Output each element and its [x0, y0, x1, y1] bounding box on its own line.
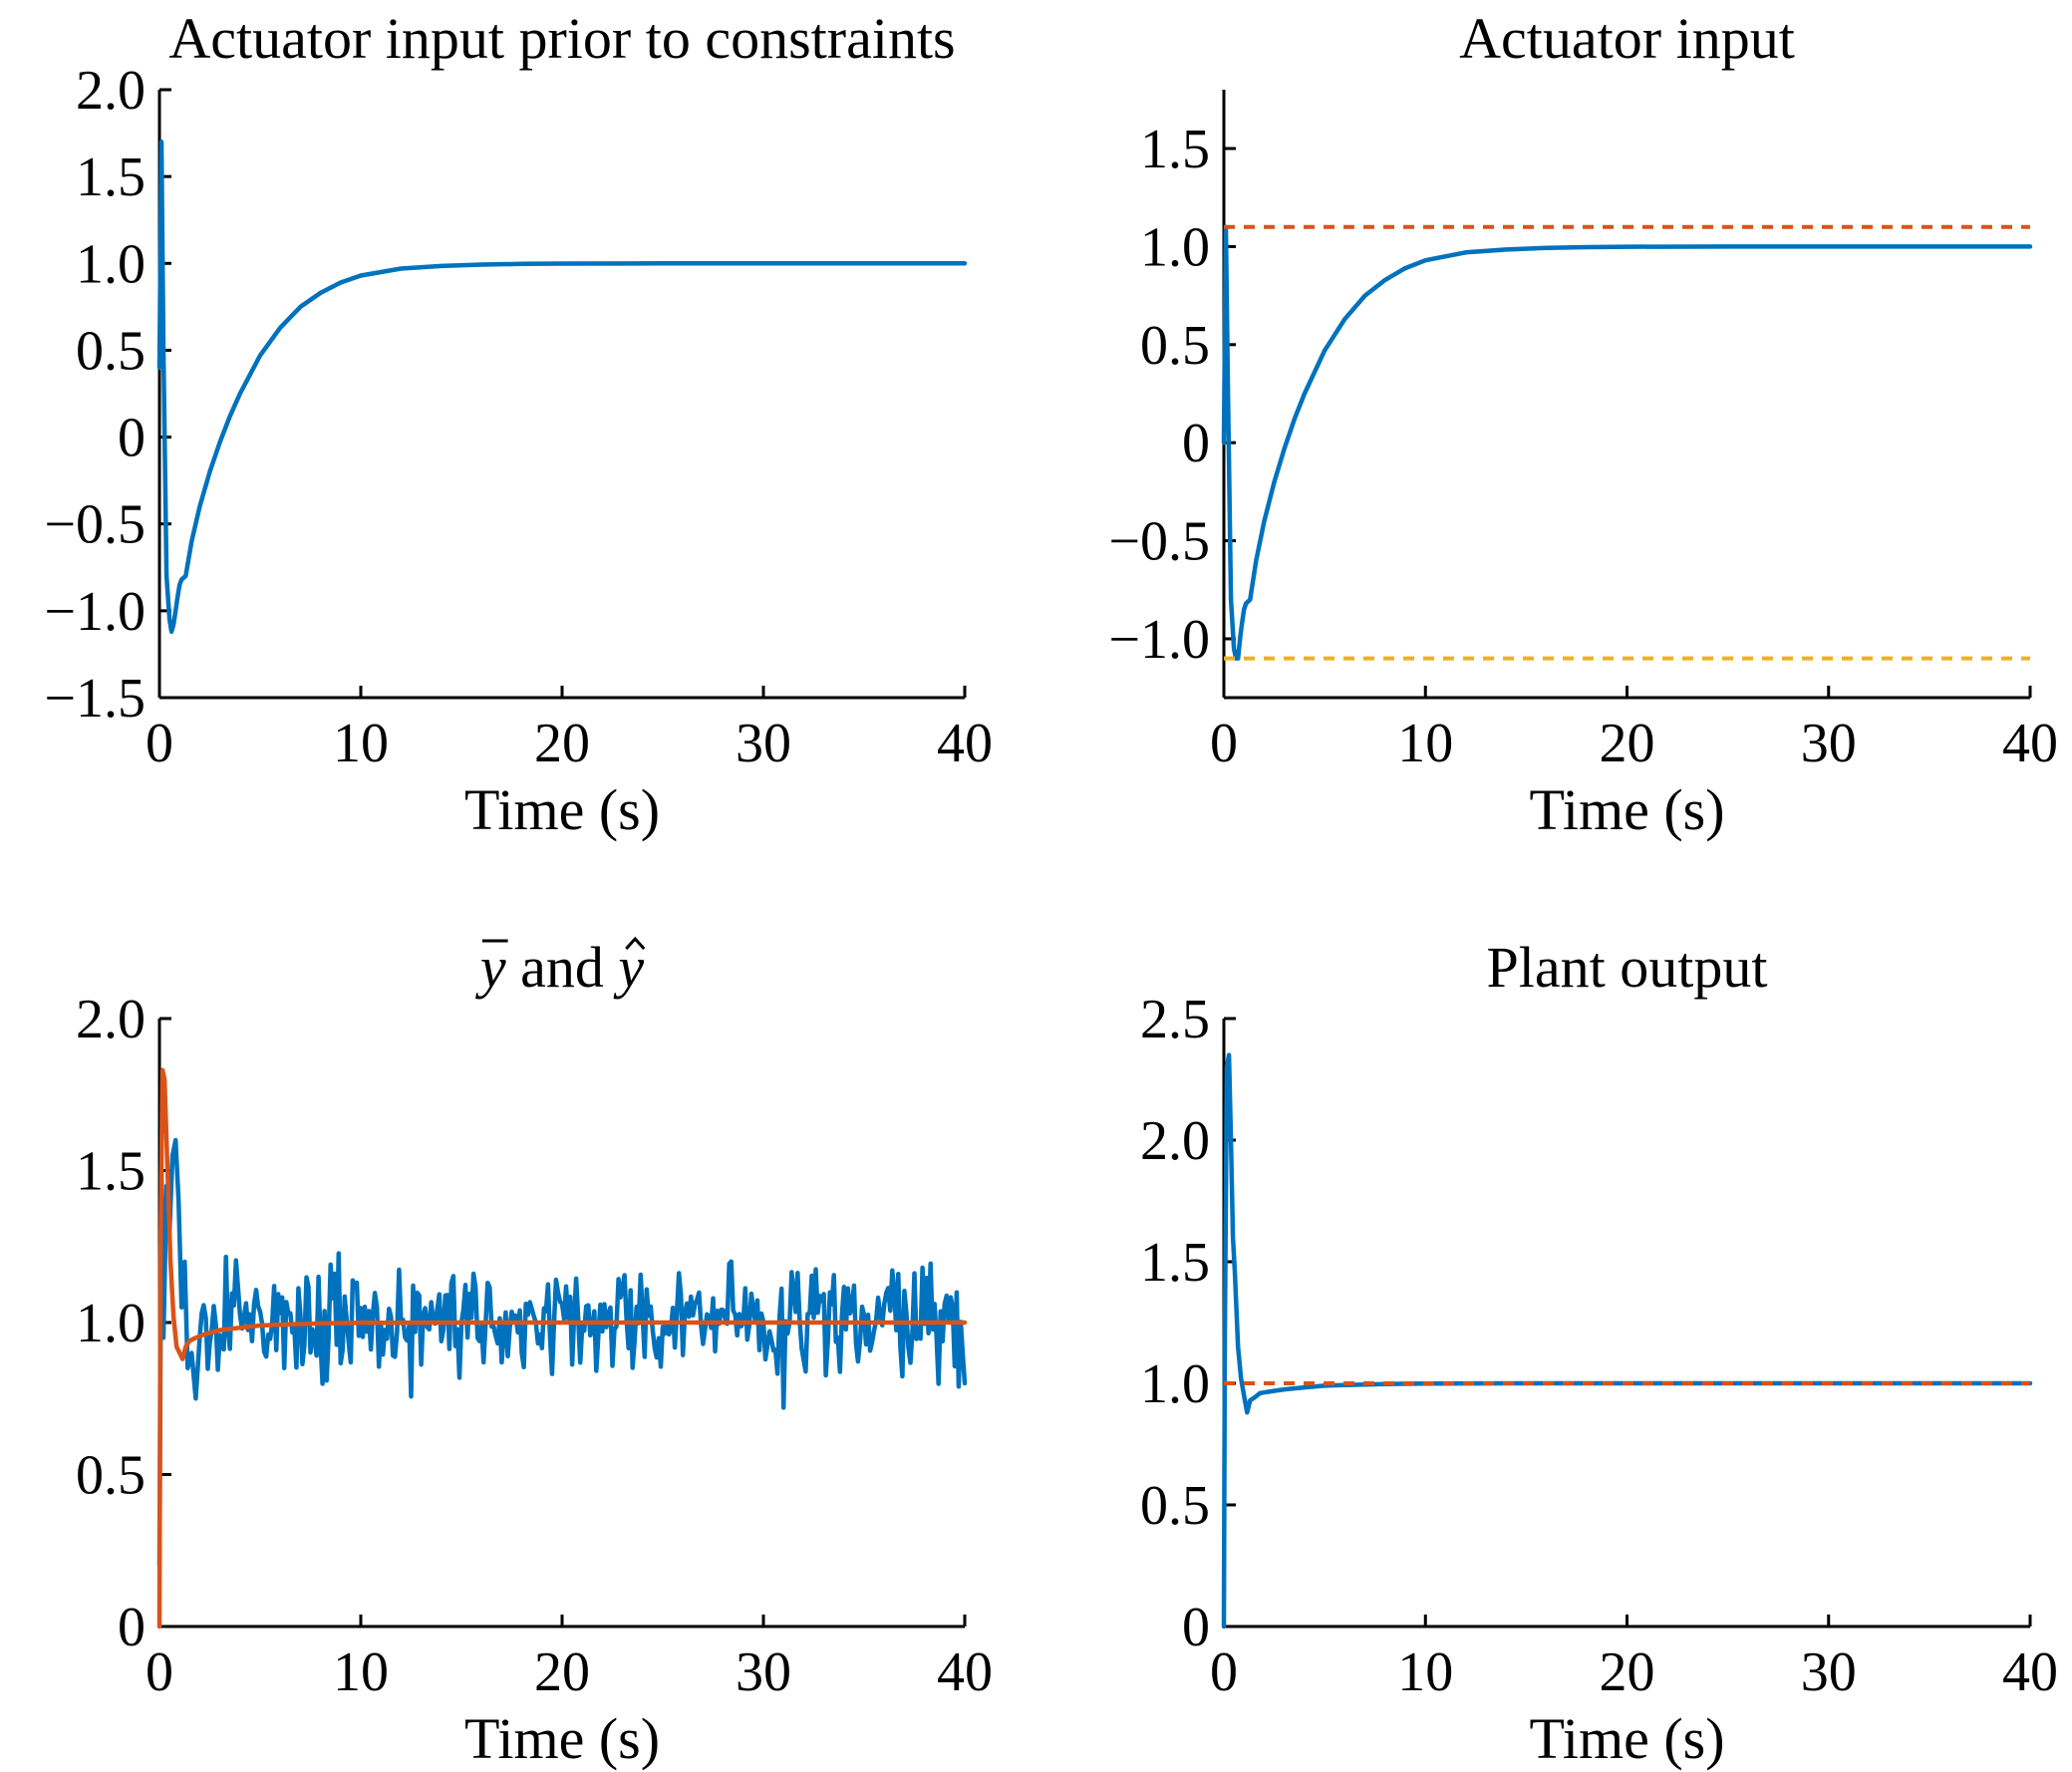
- x-tick-label: 10: [1397, 1641, 1453, 1703]
- y-tick-label: 0.5: [1140, 1475, 1210, 1537]
- y-tick-label: 1.0: [76, 1293, 146, 1354]
- series-line: [1221, 224, 2033, 661]
- title-and-text: and: [506, 935, 619, 1000]
- y-tick-label: 1.0: [76, 233, 146, 295]
- y-tick-label: 2.0: [1140, 1110, 1210, 1172]
- hat-accent: [625, 936, 646, 951]
- x-tick-label: 20: [1600, 1641, 1655, 1703]
- x-tick-label: 0: [1210, 1641, 1238, 1703]
- y-tick-label: 1.0: [1140, 1353, 1210, 1415]
- x-tick-label: 40: [937, 1641, 993, 1703]
- y-tick-label: −0.5: [1108, 511, 1210, 573]
- y-tick-label: 0.5: [76, 320, 146, 382]
- y-tick-label: 1.5: [76, 147, 146, 208]
- y-tick-label: 0.5: [1140, 315, 1210, 377]
- chart-actuator-input-prior-to-constraints: Actuator input prior to constraints −1.5 −…: [44, 6, 993, 842]
- y-tick-label: 2.5: [1140, 989, 1210, 1050]
- y-tick-label: 0: [118, 1597, 146, 1658]
- x-tick-label: 10: [333, 713, 389, 774]
- y-tick-label: −0.5: [44, 494, 146, 556]
- y-tick-label: −1.0: [1108, 609, 1210, 671]
- x-axis-label: Time (s): [1529, 777, 1724, 842]
- chart-title: Actuator input: [1459, 6, 1795, 71]
- x-tick-label: 0: [146, 1641, 173, 1703]
- chart-title: y and y: [475, 935, 645, 1000]
- x-axis-label: Time (s): [464, 777, 660, 842]
- y-tick-label: 0: [118, 408, 146, 469]
- y-tick-label: 1.5: [1140, 119, 1210, 180]
- x-tick-label: 40: [2002, 1641, 2058, 1703]
- x-tick-label: 30: [736, 1641, 791, 1703]
- y-tick-label: 0.5: [76, 1445, 146, 1507]
- y-tick-label: −1.0: [44, 581, 146, 643]
- x-tick-label: 20: [534, 713, 590, 774]
- y-tick-label: 1.0: [1140, 216, 1210, 278]
- x-tick-label: 30: [736, 713, 791, 774]
- series-line: [156, 140, 968, 635]
- x-tick-label: 20: [534, 1641, 590, 1703]
- x-tick-label: 30: [1801, 713, 1857, 774]
- series-line-y-bar: [156, 1137, 968, 1569]
- chart-title: Plant output: [1487, 935, 1768, 1000]
- x-axis-label: Time (s): [1529, 1706, 1724, 1771]
- series-line: [156, 1067, 968, 1629]
- y-tick-label: 2.0: [76, 989, 146, 1050]
- x-tick-label: 40: [2002, 713, 2058, 774]
- title-y-bar-symbol: y: [475, 935, 506, 1000]
- x-tick-label: 10: [1397, 713, 1453, 774]
- y-tick-label: 0: [1182, 413, 1210, 474]
- y-tick-label: 1.5: [76, 1141, 146, 1203]
- x-tick-label: 30: [1801, 1641, 1857, 1703]
- chart-y-bar-and-y-hat: y and y 0 0.5 1.0 1.5 2.0 0 10 20 30 40 Time (s): [76, 935, 993, 1771]
- chart-actuator-input: Actuator input −1.0 −0.5 0 0.5 1.0 1.5 0 10 20 30 4…: [1108, 6, 2058, 842]
- x-axis-label: Time (s): [464, 1706, 660, 1771]
- x-tick-label: 0: [1210, 713, 1238, 774]
- y-tick-label: −1.5: [44, 668, 146, 730]
- x-tick-label: 40: [937, 713, 993, 774]
- chart-title: Actuator input prior to constraints: [168, 6, 955, 71]
- x-tick-label: 0: [146, 713, 173, 774]
- x-tick-label: 20: [1600, 713, 1655, 774]
- y-tick-label: 2.0: [76, 60, 146, 122]
- y-tick-label: 0: [1182, 1597, 1210, 1658]
- y-tick-label: 1.5: [1140, 1232, 1210, 1294]
- chart-plant-output: Plant output 0 0.5 1.0 1.5 2.0 2.5 0 10 20 30 40 Tim…: [1140, 935, 2058, 1771]
- x-tick-label: 10: [333, 1641, 389, 1703]
- series-line: [1221, 1052, 2033, 1629]
